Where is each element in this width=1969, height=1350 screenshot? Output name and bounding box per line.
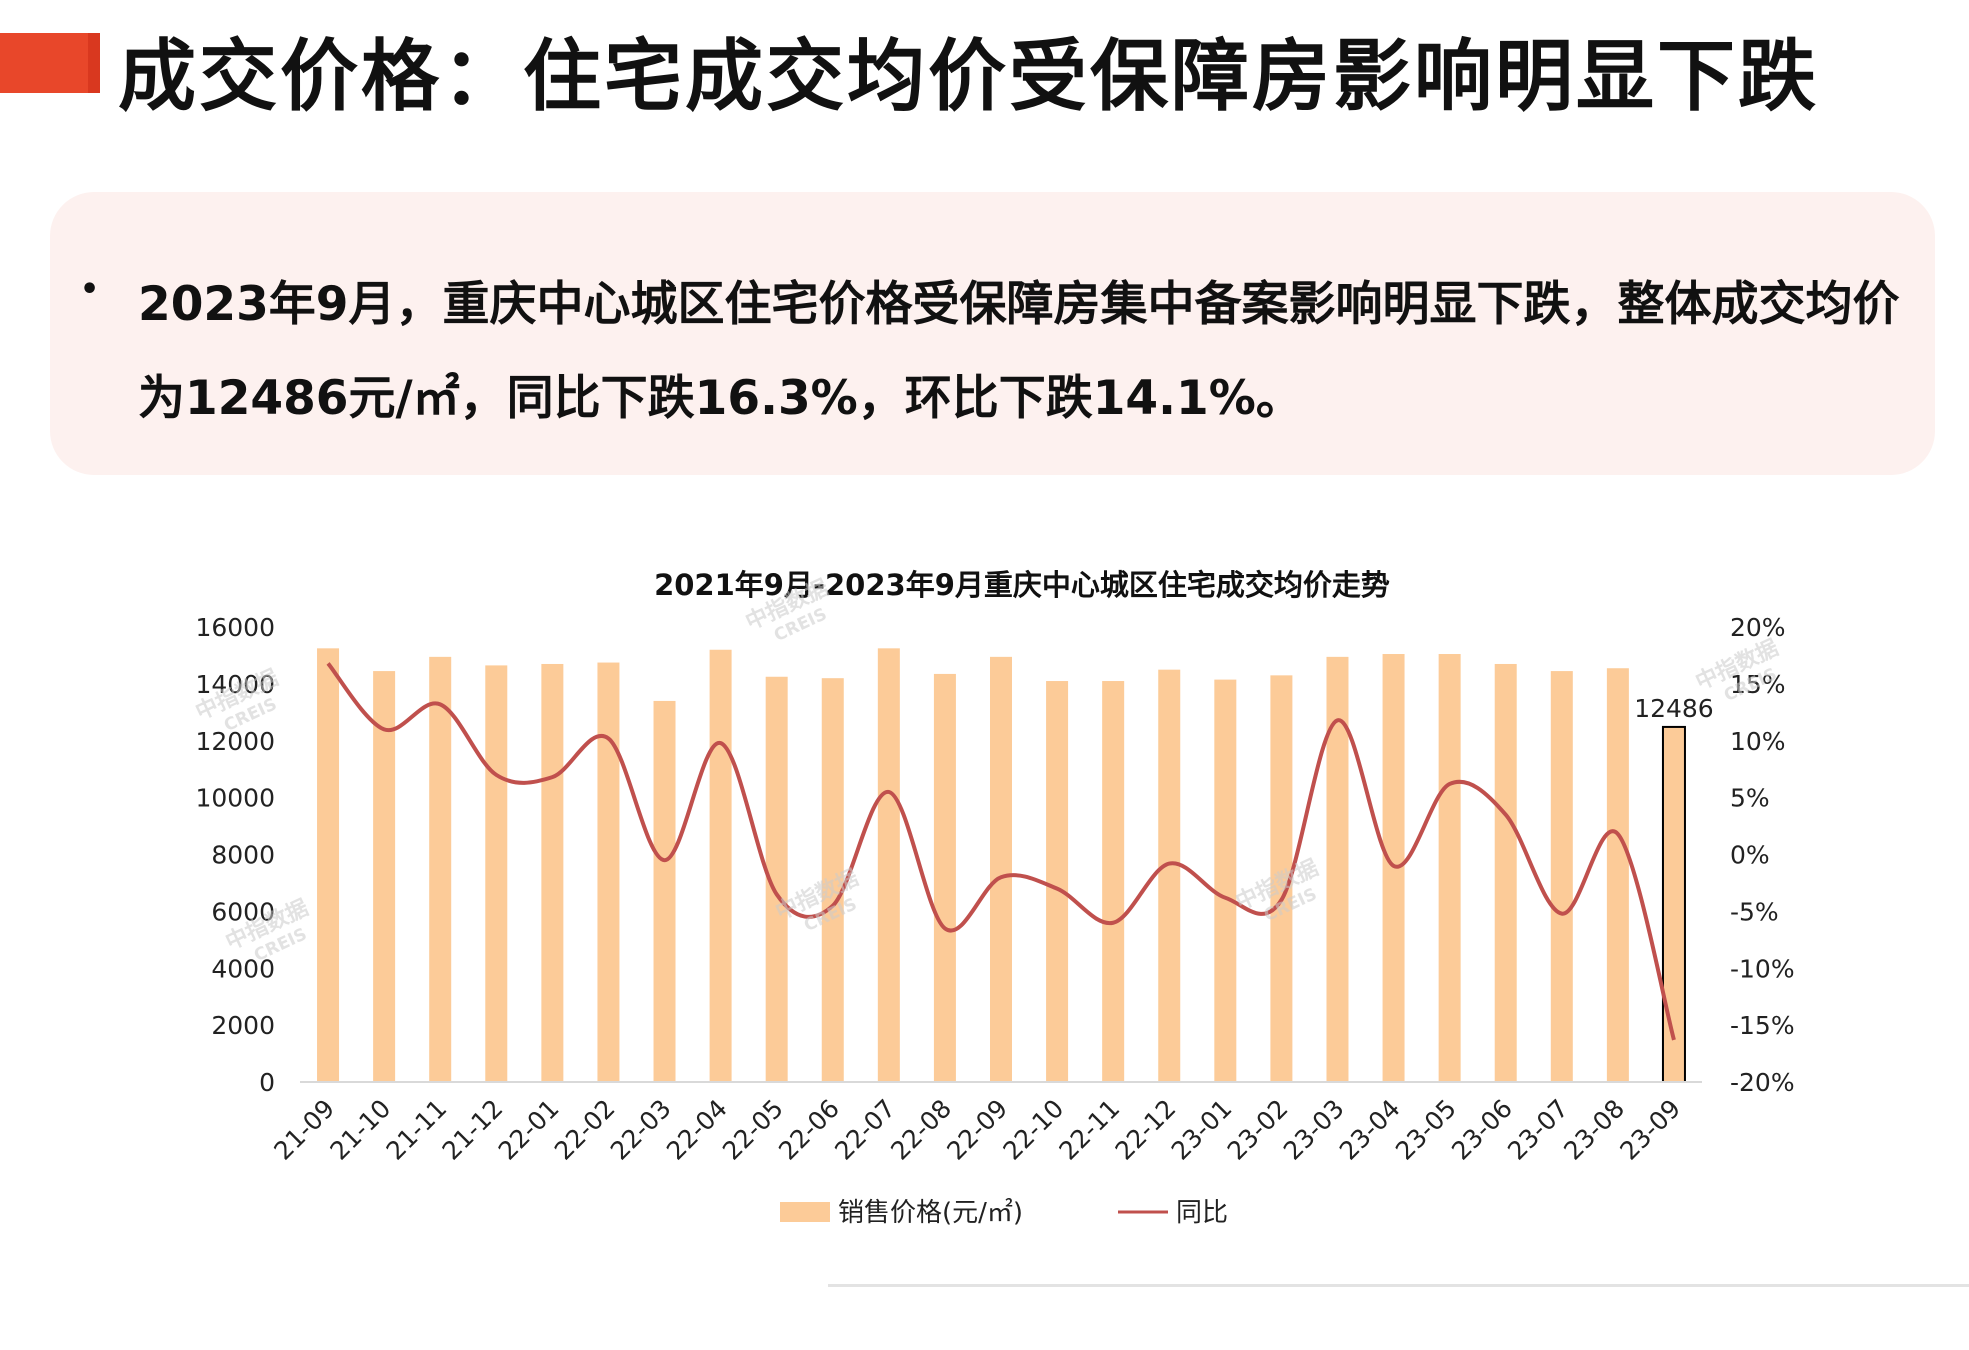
summary-text: 2023年9月，重庆中心城区住宅价格受保障房集中备案影响明显下跌，整体成交均价为… [138, 277, 1900, 426]
x-axis-ticks: 21-0921-1021-1121-1222-0122-0222-0322-04… [268, 1094, 1686, 1166]
y-left-tick-label: 10000 [195, 784, 275, 813]
price-bar [933, 673, 956, 1082]
x-tick-label: 21-12 [437, 1094, 509, 1166]
title-accent-stripe [88, 33, 100, 93]
x-tick-label: 23-06 [1446, 1094, 1518, 1166]
x-tick-label: 22-08 [885, 1094, 957, 1166]
price-bar [1661, 725, 1686, 1083]
y-right-tick-label: -20% [1730, 1068, 1795, 1097]
yoy-line [326, 662, 1676, 1041]
x-tick-label: 22-12 [1110, 1094, 1182, 1166]
y-left-tick-label: 14000 [195, 670, 275, 699]
x-tick-label: 23-09 [1614, 1094, 1686, 1166]
legend: 销售价格(元/㎡) 同比 [780, 1198, 1228, 1228]
y-right-tick-label: 5% [1730, 784, 1770, 813]
x-tick-label: 22-03 [605, 1094, 677, 1166]
price-bar [597, 662, 620, 1082]
price-bar [990, 656, 1012, 1082]
x-tick-label: 22-02 [549, 1094, 621, 1166]
price-trend-chart: 2021年9月-2023年9月重庆中心城区住宅成交均价走势 0 2000 4000 6… [192, 540, 1795, 1228]
y-right-tick-label: -5% [1730, 897, 1779, 926]
price-bar [877, 648, 900, 1082]
price-bar [317, 648, 340, 1082]
x-tick-label: 23-07 [1502, 1094, 1574, 1166]
y-left-tick-label: 16000 [195, 613, 275, 642]
price-bar [1326, 656, 1349, 1082]
legend-line-label: 同比 [1176, 1198, 1228, 1228]
y-right-tick-label: 0% [1730, 841, 1770, 870]
price-bar [1046, 681, 1069, 1082]
x-tick-label: 23-04 [1334, 1094, 1406, 1166]
line-series [326, 662, 1676, 1041]
x-tick-label: 21-10 [324, 1094, 396, 1166]
price-bar [1270, 675, 1293, 1082]
price-bar [1438, 654, 1461, 1082]
x-tick-label: 23-08 [1558, 1094, 1630, 1166]
x-tick-label: 22-10 [997, 1094, 1069, 1166]
x-tick-label: 22-05 [717, 1094, 789, 1166]
x-tick-label: 23-02 [1222, 1094, 1294, 1166]
price-bar [1158, 669, 1181, 1082]
x-tick-label: 22-06 [773, 1094, 845, 1166]
price-bar [765, 676, 788, 1082]
x-tick-label: 23-01 [1166, 1094, 1238, 1166]
x-tick-label: 23-05 [1390, 1094, 1462, 1166]
title-accent-block [0, 33, 88, 93]
legend-bar-swatch [780, 1202, 830, 1222]
x-tick-label: 22-09 [941, 1094, 1013, 1166]
bar-data-label: 12486 [1634, 694, 1714, 723]
y-right-tick-label: -10% [1730, 954, 1795, 983]
y-left-tick-label: 4000 [211, 954, 275, 983]
y-left-tick-label: 8000 [211, 841, 275, 870]
summary-panel [50, 192, 1935, 475]
y-left-tick-label: 6000 [211, 897, 275, 926]
legend-bar-label: 销售价格(元/㎡) [838, 1198, 1023, 1228]
price-bar [373, 671, 396, 1082]
price-bar [653, 700, 676, 1082]
price-bar [1606, 668, 1629, 1082]
x-tick-label: 22-11 [1054, 1094, 1126, 1166]
y-axis-left-ticks: 0 2000 4000 6000 8000 10000 12000 14000 16000 [195, 613, 275, 1097]
y-left-tick-label: 2000 [211, 1011, 275, 1040]
price-bar [1494, 663, 1517, 1082]
summary-bullet: • [80, 272, 100, 307]
price-bar [485, 665, 508, 1082]
bar-series [317, 648, 1686, 1083]
data-labels: 12486 [1634, 694, 1714, 723]
price-bar [821, 678, 844, 1082]
y-right-tick-label: 10% [1730, 727, 1786, 756]
price-bar [429, 656, 452, 1082]
y-left-tick-label: 12000 [195, 727, 275, 756]
x-tick-label: 21-09 [268, 1094, 340, 1166]
x-tick-label: 22-01 [493, 1094, 565, 1166]
y-left-tick-label: 0 [259, 1068, 275, 1097]
price-bar [1550, 671, 1573, 1082]
y-axis-right-ticks: -20% -15% -10% -5% 0% 5% 10% 15% 20% [1730, 613, 1795, 1097]
x-tick-label: 22-07 [829, 1094, 901, 1166]
chart-title: 2021年9月-2023年9月重庆中心城区住宅成交均价走势 [654, 568, 1390, 602]
price-bar [709, 649, 732, 1082]
footer-divider [828, 1284, 1969, 1287]
price-bar [1102, 681, 1125, 1082]
page-title: 成交价格：住宅成交均价受保障房影响明显下跌 [118, 32, 1820, 122]
x-tick-label: 21-11 [381, 1094, 453, 1166]
y-right-tick-label: 15% [1730, 670, 1786, 699]
x-tick-label: 22-04 [661, 1094, 733, 1166]
price-bar [541, 663, 564, 1082]
y-right-tick-label: -15% [1730, 1011, 1795, 1040]
price-bar [1214, 679, 1237, 1082]
x-tick-label: 23-03 [1278, 1094, 1350, 1166]
y-right-tick-label: 20% [1730, 613, 1786, 642]
